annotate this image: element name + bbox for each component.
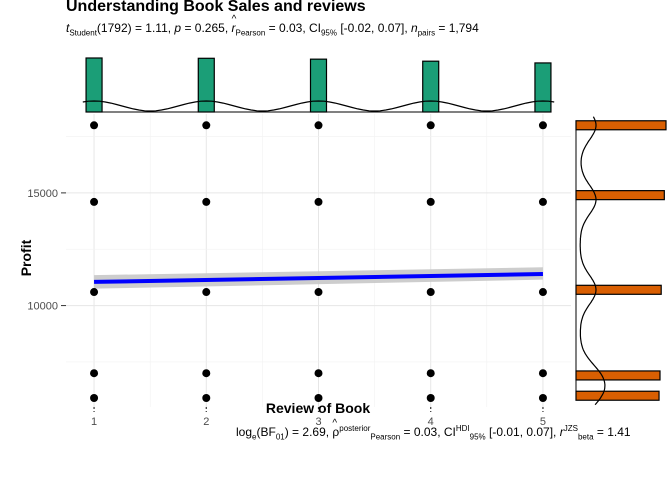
x-histogram-bar (534, 62, 552, 113)
r-symbol: r (231, 14, 236, 35)
data-point (538, 121, 547, 130)
y-marginal-histogram (575, 116, 667, 406)
r-value: = 0.03, CI (265, 21, 321, 35)
chart-subtitle: tStudent(1792) = 1.11, p = 0.265, rPears… (66, 14, 479, 38)
data-point (90, 393, 99, 402)
t-subscript: Student (69, 28, 97, 38)
data-point (538, 369, 547, 378)
rho-symbol: ρ (332, 418, 339, 439)
t-value: = 1.11, (131, 21, 175, 35)
data-point (426, 393, 435, 402)
x-axis-ticks: 1 2 3 4 5 (91, 407, 546, 428)
x-tick-label: 2 (203, 416, 209, 428)
t-symbol: t (66, 21, 70, 35)
rbeta-superscript: JZS (563, 424, 578, 433)
y-tick-label: 15000 (27, 188, 58, 200)
bf-subscript: 01 (275, 432, 285, 442)
data-point (538, 197, 547, 206)
rbeta-value: = 1.41 (593, 425, 631, 439)
x-tick-label: 5 (540, 416, 546, 428)
data-point (314, 121, 323, 130)
y-tick-label: 10000 (27, 301, 58, 313)
data-point (426, 288, 435, 297)
data-point (538, 288, 547, 297)
ci-subscript: 95% (320, 28, 337, 38)
y-histogram-bar (575, 390, 660, 401)
x-tick-label: 4 (428, 416, 434, 428)
hdi-value: [-0.01, 0.07], (485, 425, 560, 439)
data-point (314, 197, 323, 206)
data-point (314, 288, 323, 297)
x-histogram-bar (85, 57, 103, 113)
data-point (202, 288, 211, 297)
n-value: = 1,794 (435, 21, 479, 35)
log-subscript: e (252, 432, 257, 442)
rbeta-symbol: r (559, 425, 564, 439)
y-histogram-bar (575, 190, 665, 201)
data-point (314, 369, 323, 378)
y-axis-title-box: Profit (4, 218, 48, 298)
y-histogram-bar (575, 120, 667, 131)
data-point (90, 369, 99, 378)
data-point (426, 197, 435, 206)
log-text: log (236, 425, 253, 439)
rho-subscript: Pearson (370, 432, 401, 442)
data-point (202, 393, 211, 402)
chart-caption: loge(BF01) = 2.69, ρposteriorPearson = 0… (236, 418, 631, 442)
regression-line-group (94, 272, 543, 284)
y-axis-title: Profit (18, 239, 34, 277)
rho-superscript: posterior (339, 424, 371, 433)
regression-line (94, 272, 543, 284)
data-point (90, 288, 99, 297)
x-axis-title: Review of Book (265, 400, 371, 416)
scatter-points (90, 121, 547, 402)
ci-value: [-0.02, 0.07], (337, 21, 412, 35)
y-axis-ticks: 10000 15000 (27, 188, 66, 313)
rbeta-subscript: beta (577, 432, 594, 442)
df-text: (1792) (96, 21, 132, 35)
data-point (426, 369, 435, 378)
x-tick-label: 3 (315, 416, 321, 428)
x-histogram-bar (197, 57, 215, 113)
bf-text: (BF (256, 425, 276, 439)
r-subscript: Pearson (235, 28, 266, 38)
x-marginal-histogram (82, 57, 555, 113)
p-value: = 0.265, (181, 21, 232, 35)
x-tick-label: 1 (91, 416, 97, 428)
bf-value: ) = 2.69, (284, 425, 333, 439)
y-histogram-bar (575, 284, 662, 295)
y-histogram-bar (575, 370, 661, 381)
x-histogram-bar (309, 58, 328, 113)
grid-lines (66, 114, 571, 407)
n-symbol: n (411, 21, 418, 35)
data-point (202, 197, 211, 206)
data-point (90, 121, 99, 130)
x-density-curve (82, 100, 555, 112)
hdi-subscript: 95% (469, 432, 486, 442)
data-point (90, 197, 99, 206)
data-point (538, 393, 547, 402)
p-symbol: p (174, 21, 182, 35)
data-point (426, 121, 435, 130)
data-point (202, 121, 211, 130)
data-point (314, 393, 323, 402)
chart-title: Understanding Book Sales and reviews (66, 0, 366, 15)
data-point (202, 369, 211, 378)
y-density-curve (579, 116, 606, 406)
rho-value: = 0.03, CI (400, 425, 456, 439)
hdi-superscript: HDI (455, 424, 470, 433)
x-histogram-bar (422, 60, 440, 113)
n-subscript: pairs (417, 28, 436, 38)
